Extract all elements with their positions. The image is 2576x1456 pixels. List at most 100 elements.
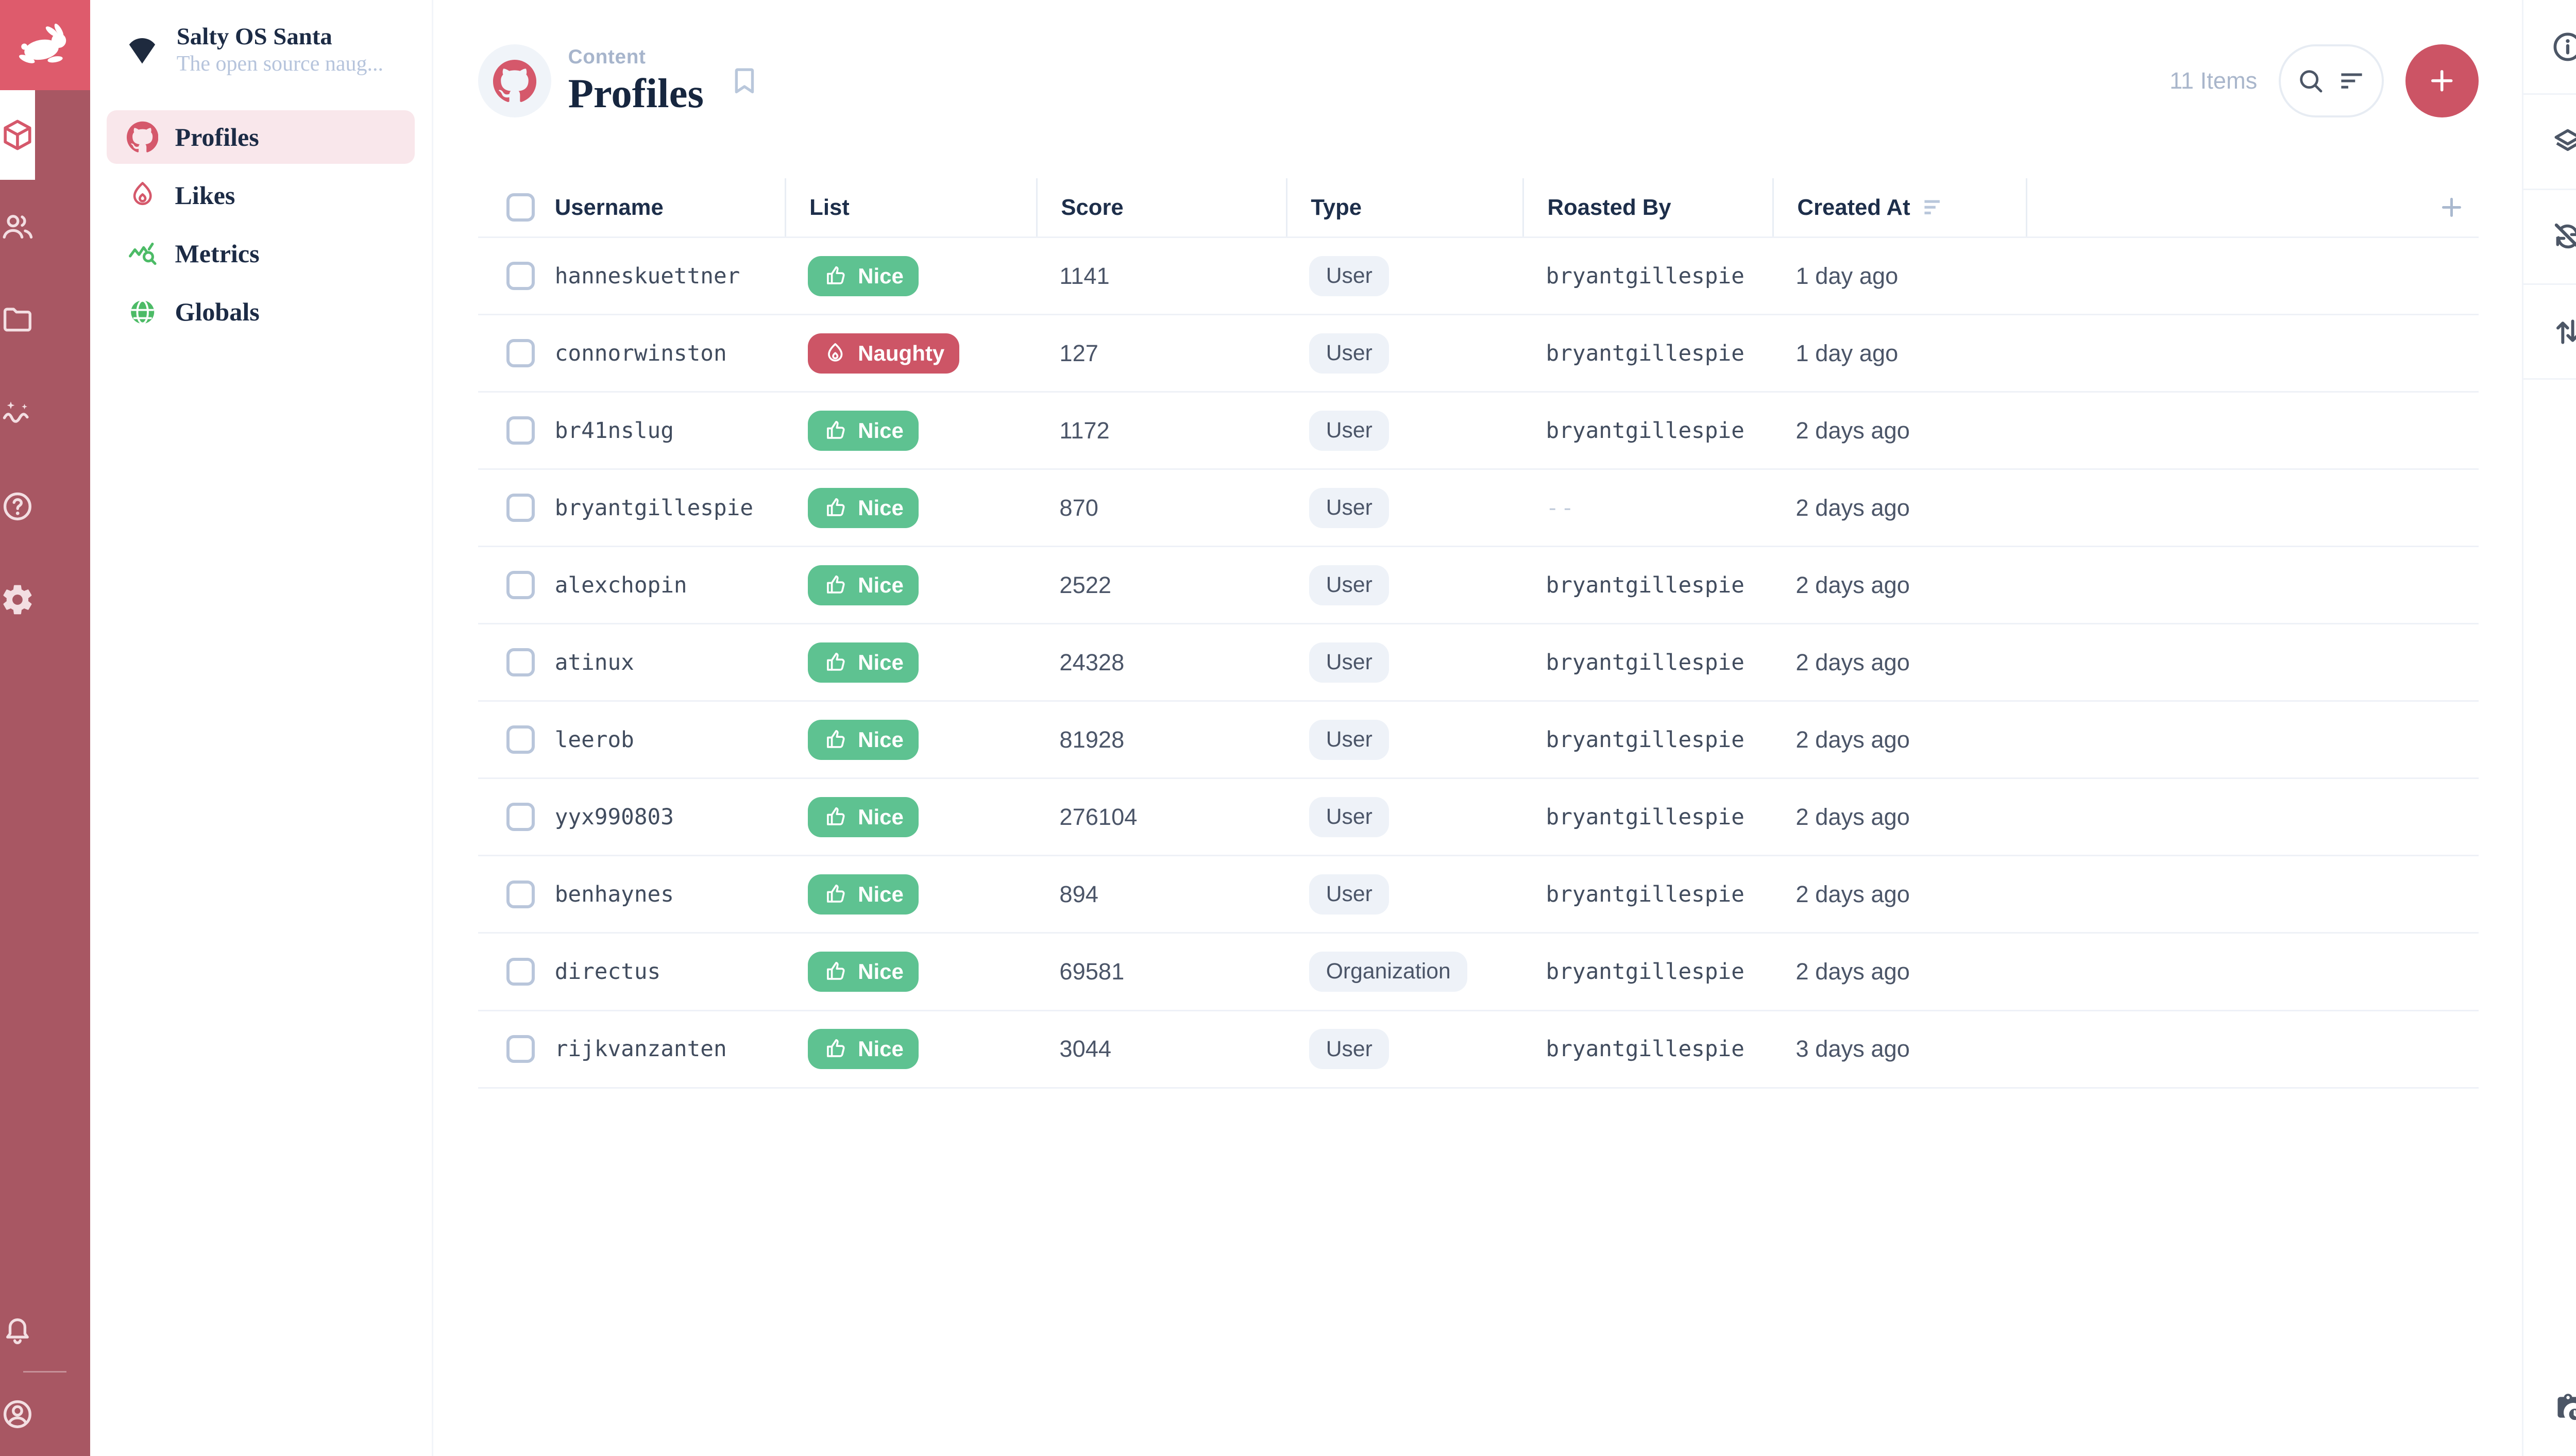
row-checkbox[interactable]: [506, 494, 535, 522]
nav-item-metrics[interactable]: Metrics: [107, 227, 415, 280]
username-cell: atinux: [554, 649, 634, 675]
row-checkbox[interactable]: [506, 957, 535, 986]
main-content: Content Profiles 11 Items: [433, 0, 2522, 1456]
sidebar-activity-button[interactable]: [2523, 1361, 2576, 1456]
score-cell: 24328: [1059, 649, 1125, 675]
module-bar-spacer: [0, 647, 90, 1288]
table-row[interactable]: leerob Nice 81928 User bryantgillespie 2…: [478, 702, 2479, 780]
roasted-by-cell: bryantgillespie: [1546, 804, 1744, 830]
list-badge: Nice: [808, 874, 919, 915]
table-row[interactable]: br41nslug Nice 1172 User bryantgillespie…: [478, 393, 2479, 470]
row-checkbox[interactable]: [506, 648, 535, 677]
sidebar-sort-order-button[interactable]: [2523, 285, 2576, 380]
column-header-list[interactable]: List: [784, 178, 1036, 237]
roasted-by-cell: --: [1546, 495, 1576, 521]
username-cell: directus: [554, 958, 661, 985]
created-at-cell: 2 days ago: [1795, 649, 1910, 675]
table-row[interactable]: rijkvanzanten Nice 3044 User bryantgille…: [478, 1011, 2479, 1089]
info-icon: [2550, 29, 2576, 64]
row-checkbox[interactable]: [506, 262, 535, 291]
project-description: The open source naug...: [176, 52, 384, 76]
list-badge: Nice: [808, 565, 919, 605]
column-header-score[interactable]: Score: [1036, 178, 1286, 237]
row-checkbox[interactable]: [506, 571, 535, 600]
sidebar-layers-button[interactable]: [2523, 95, 2576, 190]
table-row[interactable]: yyx990803 Nice 276104 User bryantgillesp…: [478, 779, 2479, 857]
sidebar-info-button[interactable]: [2523, 0, 2576, 95]
type-chip: User: [1309, 642, 1389, 683]
module-files[interactable]: [0, 273, 35, 366]
created-at-cell: 2 days ago: [1795, 803, 1910, 830]
filter-icon: [2337, 66, 2367, 96]
score-cell: 894: [1059, 881, 1098, 907]
sidebar-sync-disabled-button[interactable]: [2523, 190, 2576, 285]
fire-icon: [127, 179, 158, 211]
group-icon: [0, 209, 35, 244]
table-row[interactable]: connorwinston Naughty 127 User bryantgil…: [478, 315, 2479, 393]
column-header-created-at[interactable]: Created At: [1772, 178, 2025, 237]
project-header[interactable]: Salty OS Santa The open source naug...: [90, 13, 432, 91]
type-chip: User: [1309, 256, 1389, 296]
table-row[interactable]: hanneskuettner Nice 1141 User bryantgill…: [478, 238, 2479, 316]
row-checkbox[interactable]: [506, 803, 535, 832]
type-chip: User: [1309, 874, 1389, 915]
nav-item-label: Likes: [175, 181, 235, 210]
module-bar: [0, 0, 90, 1456]
account-button[interactable]: [0, 1373, 35, 1456]
nav-item-profiles[interactable]: Profiles: [106, 110, 415, 164]
username-cell: alexchopin: [554, 572, 687, 598]
module-settings[interactable]: [0, 553, 35, 646]
filter-button[interactable]: [2337, 66, 2367, 96]
search-button[interactable]: [2296, 66, 2326, 96]
module-insights[interactable]: [0, 366, 35, 460]
directus-logo[interactable]: [0, 0, 90, 90]
type-chip: User: [1309, 411, 1389, 451]
row-checkbox[interactable]: [506, 416, 535, 445]
add-column-button[interactable]: [2437, 193, 2466, 222]
breadcrumb: Content: [568, 46, 646, 69]
username-cell: yyx990803: [554, 804, 674, 830]
account-icon: [0, 1397, 35, 1432]
list-badge: Nice: [808, 488, 919, 528]
column-header-username[interactable]: Username: [554, 194, 664, 220]
page-header: Content Profiles 11 Items: [478, 0, 2479, 162]
module-users[interactable]: [0, 180, 35, 273]
nav-item-likes[interactable]: Likes: [107, 168, 415, 222]
column-header-type[interactable]: Type: [1286, 178, 1522, 237]
select-all-checkbox[interactable]: [506, 193, 535, 222]
type-chip: User: [1309, 1029, 1389, 1069]
globe-icon: [127, 296, 158, 328]
score-cell: 870: [1059, 494, 1098, 521]
roasted-by-cell: bryantgillespie: [1546, 263, 1744, 289]
module-docs[interactable]: [0, 460, 35, 553]
row-checkbox[interactable]: [506, 880, 535, 909]
row-checkbox[interactable]: [506, 725, 535, 754]
score-cell: 81928: [1059, 726, 1125, 753]
query-stats-icon: [127, 238, 158, 269]
items-count: 11 Items: [2170, 67, 2258, 94]
notifications-button[interactable]: [0, 1288, 35, 1371]
row-checkbox[interactable]: [506, 1035, 535, 1063]
type-chip: User: [1309, 720, 1389, 760]
table-row[interactable]: bryantgillespie Nice 870 User -- 2 days …: [478, 470, 2479, 548]
badge-icon: [823, 650, 848, 675]
list-badge: Nice: [808, 952, 919, 992]
add-item-button[interactable]: [2405, 44, 2479, 117]
page-title: Profiles: [568, 70, 704, 116]
list-badge: Nice: [808, 1029, 919, 1069]
roasted-by-cell: bryantgillespie: [1546, 881, 1744, 907]
score-cell: 2522: [1059, 571, 1112, 598]
nav-item-globals[interactable]: Globals: [107, 285, 415, 338]
table-row[interactable]: benhaynes Nice 894 User bryantgillespie …: [478, 856, 2479, 934]
bookmark-button[interactable]: [727, 63, 762, 98]
table-row[interactable]: atinux Nice 24328 User bryantgillespie 2…: [478, 624, 2479, 702]
table-row[interactable]: alexchopin Nice 2522 User bryantgillespi…: [478, 547, 2479, 625]
rabbit-icon: [16, 23, 74, 67]
score-cell: 3044: [1059, 1036, 1112, 1062]
column-header-roasted-by[interactable]: Roasted By: [1522, 178, 1772, 237]
row-checkbox[interactable]: [506, 339, 535, 368]
table-row[interactable]: directus Nice 69581 Organization bryantg…: [478, 934, 2479, 1011]
created-at-cell: 2 days ago: [1795, 958, 1910, 985]
module-content[interactable]: [0, 90, 35, 180]
clipboard-clock-icon: [2550, 1390, 2576, 1427]
